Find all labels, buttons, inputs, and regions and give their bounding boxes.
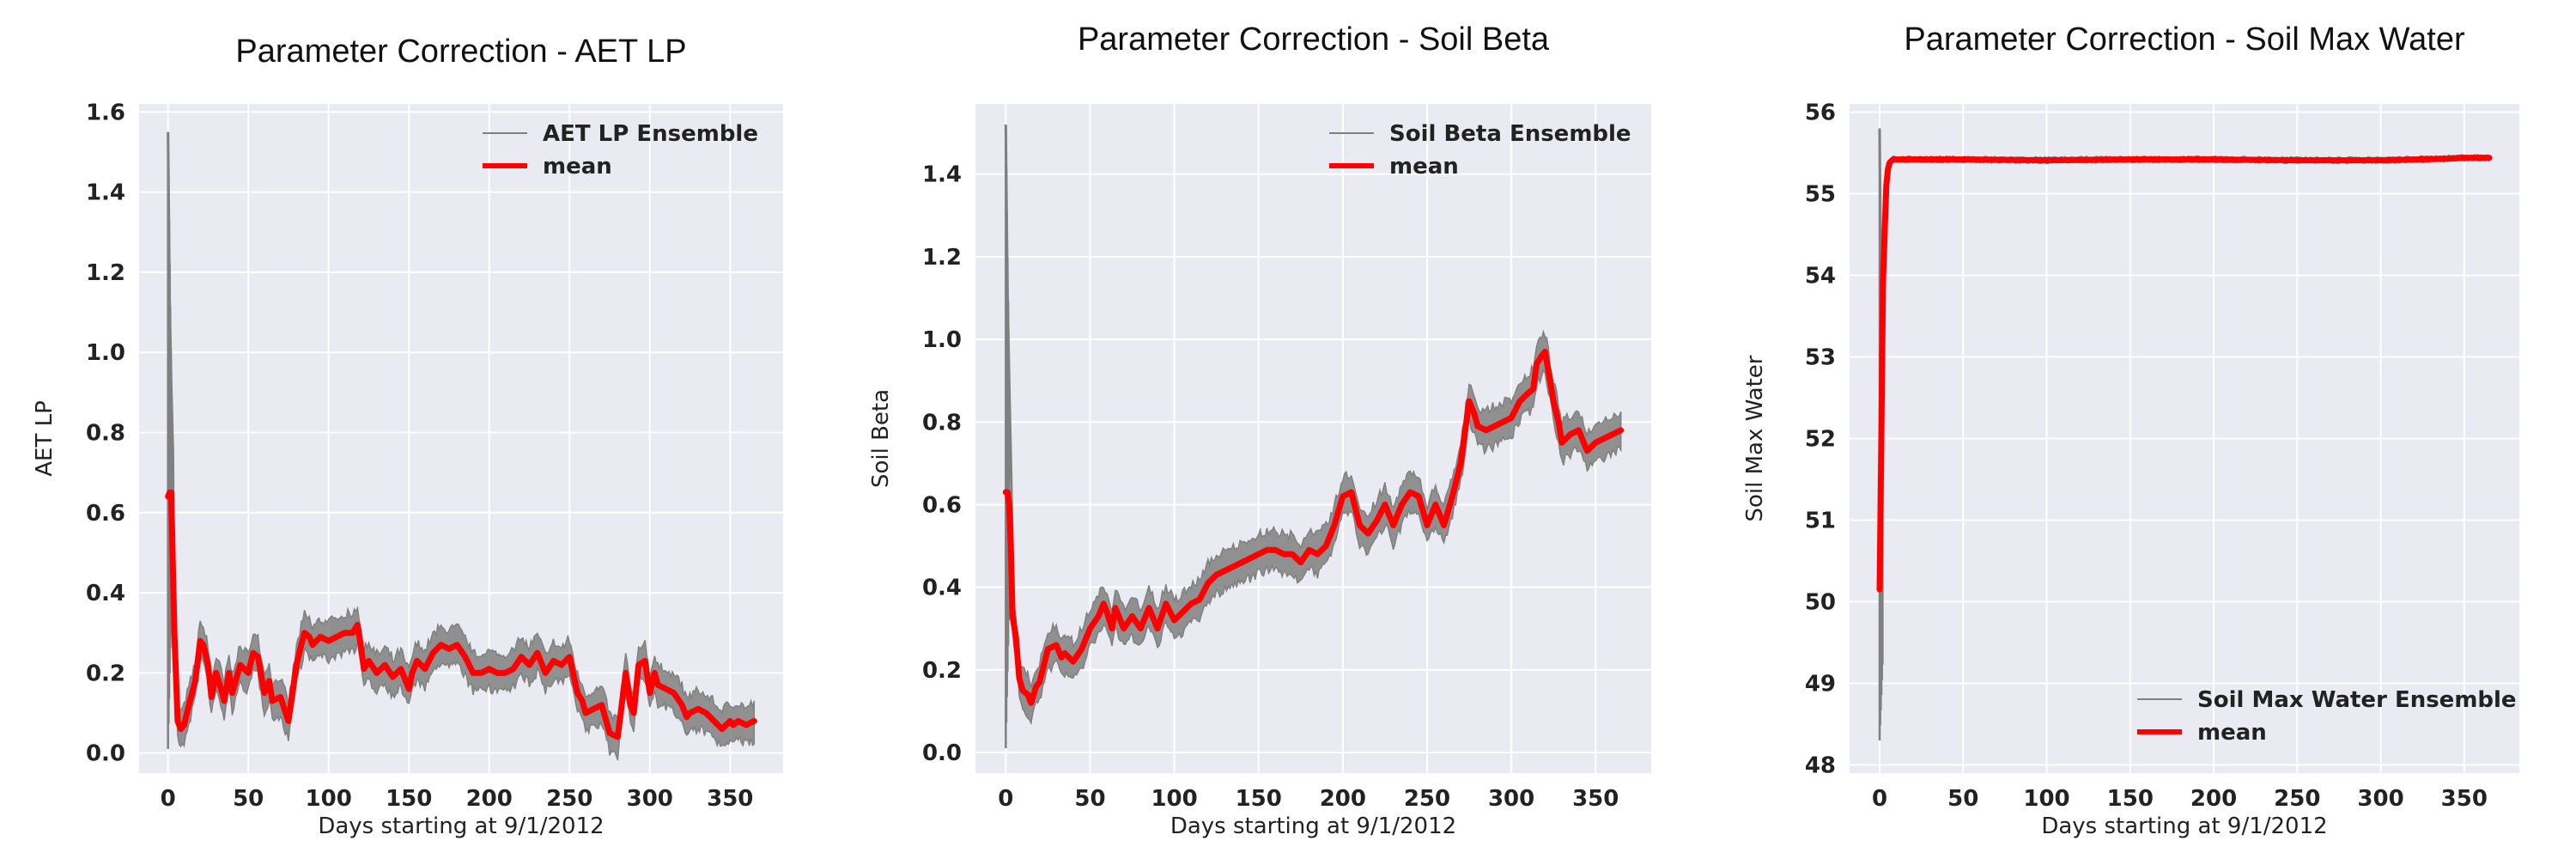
legend-label-ensemble: Soil Max Water Ensemble (2197, 687, 2517, 713)
x-tick-label: 0 (998, 786, 1013, 812)
y-tick-label: 56 (1805, 101, 1836, 126)
y-axis-label: AET LP (32, 400, 58, 477)
x-tick-label: 50 (1947, 786, 1978, 812)
x-tick-label: 150 (386, 786, 432, 812)
y-tick-label: 52 (1805, 427, 1836, 453)
chart-2: Parameter Correction - Soil Beta 0 50 100 15… (868, 21, 1651, 839)
x-tick-label: 150 (1236, 786, 1282, 812)
x-tick-label: 100 (2023, 786, 2069, 812)
y-tick-label: 0.0 (922, 740, 962, 766)
legend: AET LP Ensemble mean (483, 121, 758, 180)
y-tick-label: 51 (1805, 509, 1836, 534)
y-tick-label: 48 (1805, 753, 1836, 779)
y-tick-label: 0.4 (922, 576, 962, 601)
x-tick-label: 300 (2357, 786, 2403, 812)
y-tick-label: 0.8 (922, 410, 962, 436)
ensemble-spike (1004, 124, 1014, 749)
plot-area (975, 104, 1651, 773)
y-tick-label: 1.6 (86, 100, 125, 125)
chart-3: Parameter Correction - Soil Max Water 0 50… (1742, 21, 2519, 839)
x-tick-label: 50 (233, 786, 264, 812)
y-tick-label: 0.8 (86, 421, 125, 447)
x-axis-label: Days starting at 9/1/2012 (1170, 813, 1456, 839)
y-tick-label: 53 (1805, 345, 1836, 371)
mean-line (1876, 155, 2493, 593)
legend-label-ensemble: Soil Beta Ensemble (1389, 121, 1631, 147)
chart-title: Parameter Correction - Soil Max Water (1904, 21, 2465, 58)
mean-line (165, 490, 757, 740)
ensemble-line (1004, 124, 1014, 546)
y-tick-label: 1.0 (86, 340, 125, 366)
x-tick-label: 100 (306, 786, 352, 812)
x-tick-label: 200 (466, 786, 513, 812)
y-tick-label: 0.2 (86, 661, 125, 686)
y-tick-label: 1.4 (86, 180, 125, 206)
x-tick-label: 250 (546, 786, 592, 812)
y-tick-label: 1.4 (922, 162, 962, 188)
x-tick-label: 0 (161, 786, 176, 812)
y-tick-label: 1.0 (922, 327, 962, 353)
y-tick-label: 0.4 (86, 581, 125, 606)
x-tick-label: 100 (1151, 786, 1197, 812)
y-tick-label: 0.2 (922, 658, 962, 684)
chart-1: Parameter Correction - AET LP 0 50 100 150 20… (32, 34, 783, 839)
x-tick-label: 0 (1872, 786, 1887, 812)
y-tick-label: 1.2 (86, 260, 125, 286)
y-tick-label: 49 (1805, 672, 1836, 698)
x-tick-label: 300 (1488, 786, 1534, 812)
y-axis-label: Soil Max Water (1742, 355, 1768, 521)
y-tick-label: 54 (1805, 264, 1836, 289)
mean-line (1002, 349, 1625, 706)
legend-label-mean: mean (2197, 720, 2267, 746)
y-axis-label: Soil Beta (868, 389, 894, 488)
x-axis-label: Days starting at 9/1/2012 (2041, 813, 2327, 839)
y-tick-label: 0.6 (922, 492, 962, 518)
x-tick-label: 350 (707, 786, 753, 812)
x-tick-label: 350 (1572, 786, 1619, 812)
y-tick-label: 55 (1805, 182, 1836, 208)
y-tick-label: 50 (1805, 590, 1836, 616)
legend: Soil Beta Ensemble mean (1329, 121, 1631, 180)
chart-title: Parameter Correction - AET LP (235, 34, 686, 70)
x-tick-label: 250 (2274, 786, 2320, 812)
legend-label-mean: mean (1389, 154, 1459, 180)
x-tick-label: 200 (1320, 786, 1366, 812)
y-tick-label: 0.0 (86, 741, 125, 767)
y-tick-label: 1.2 (922, 245, 962, 271)
legend: Soil Max Water Ensemble mean (2137, 687, 2517, 746)
chart-title: Parameter Correction - Soil Beta (1078, 21, 1550, 58)
legend-label-ensemble: AET LP Ensemble (543, 121, 758, 147)
x-tick-label: 300 (627, 786, 673, 812)
y-tick-label: 0.6 (86, 501, 125, 527)
x-tick-label: 200 (2190, 786, 2237, 812)
legend-label-mean: mean (543, 154, 612, 180)
x-tick-label: 350 (2441, 786, 2488, 812)
ensemble-spike (167, 131, 176, 750)
x-tick-label: 150 (2107, 786, 2154, 812)
x-axis-label: Days starting at 9/1/2012 (318, 813, 604, 839)
x-tick-label: 50 (1074, 786, 1105, 812)
x-tick-label: 250 (1404, 786, 1450, 812)
